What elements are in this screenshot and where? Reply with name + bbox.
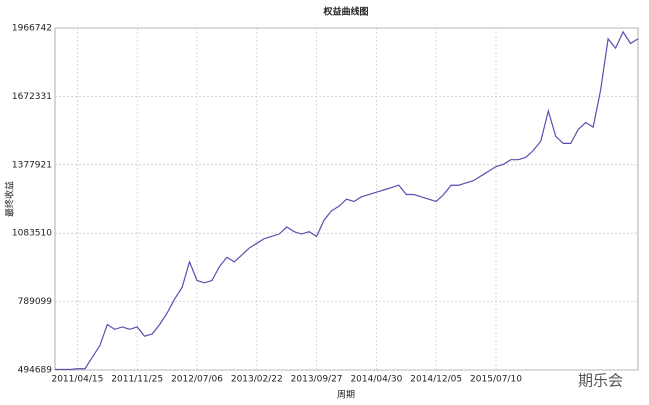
watermark: 期乐会 [578, 372, 623, 390]
x-tick-label: 2013/09/27 [291, 375, 343, 385]
x-tick-label: 2012/07/06 [171, 375, 223, 385]
x-tick-label: 2014/04/30 [350, 375, 402, 385]
chart-title: 权益曲线图 [322, 6, 368, 18]
y-tick-label: 1377921 [12, 160, 52, 170]
x-tick-label: 2011/11/25 [111, 375, 163, 385]
x-tick-label: 2014/12/05 [410, 375, 462, 385]
y-tick-label: 1966742 [12, 24, 52, 34]
y-tick-label: 1672331 [12, 92, 52, 102]
y-tick-label: 494689 [18, 366, 53, 376]
y-tick-label: 789099 [18, 297, 53, 307]
x-tick-label: 2015/07/10 [470, 375, 522, 385]
y-axis-label: 最终收益 [4, 181, 16, 217]
x-axis-label: 周期 [337, 390, 355, 401]
y-tick-label: 1083510 [12, 229, 52, 239]
plot-frame [54, 27, 639, 371]
line-series [55, 30, 639, 371]
x-tick-label: 2011/04/15 [51, 375, 103, 385]
x-tick-label: 2013/02/22 [231, 375, 283, 385]
